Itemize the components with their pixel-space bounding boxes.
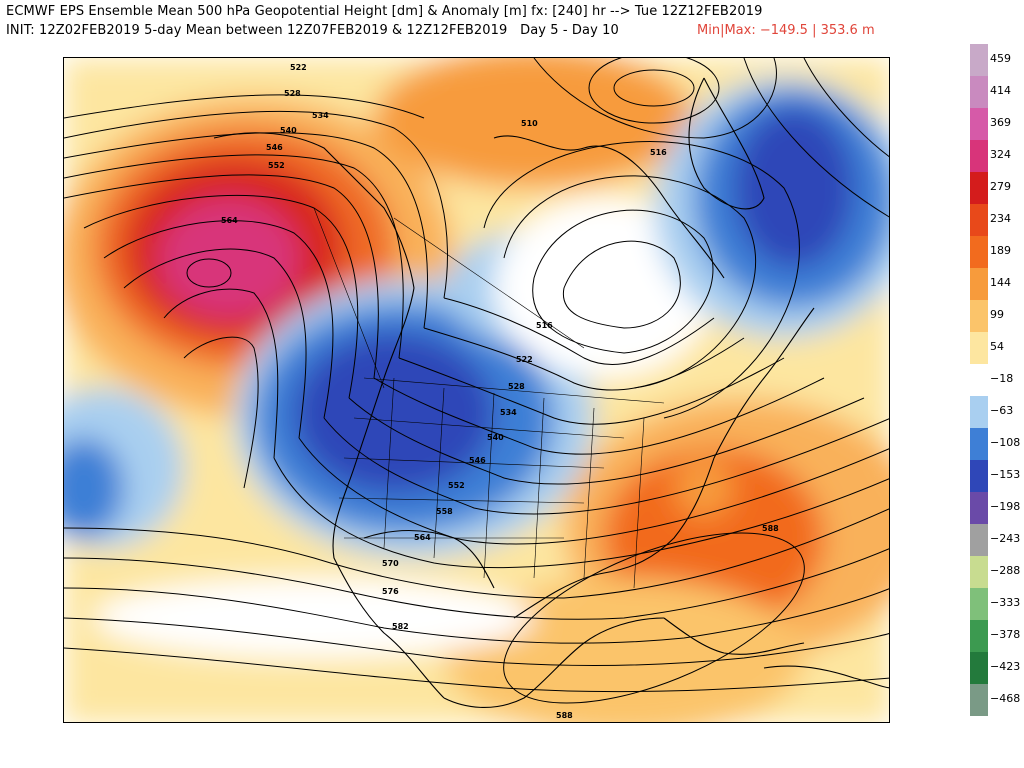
contour-label: 546 <box>266 143 283 152</box>
min-max-readout: Min|Max: −149.5 | 353.6 m <box>697 23 875 38</box>
contour-label: 564 <box>414 533 431 542</box>
colorbar-label: 414 <box>990 84 1011 97</box>
chart-title: ECMWF EPS Ensemble Mean 500 hPa Geopoten… <box>6 4 763 19</box>
contour-label: 576 <box>382 587 399 596</box>
colorbar-swatch <box>970 556 988 588</box>
contour-label: 582 <box>392 622 409 631</box>
anomaly-shading <box>64 58 889 722</box>
contour-label: 546 <box>469 456 486 465</box>
contour-label: 522 <box>290 63 307 72</box>
colorbar-swatch <box>970 524 988 556</box>
colorbar-label: 234 <box>990 212 1011 225</box>
contour-label: 528 <box>284 89 301 98</box>
colorbar-swatch <box>970 236 988 268</box>
colorbar-label: −153 <box>990 468 1021 481</box>
chart-subtitle: INIT: 12Z02FEB2019 5-day Mean between 12… <box>6 23 619 38</box>
colorbar-label: −288 <box>990 564 1021 577</box>
colorbar-label: −18 <box>990 372 1014 385</box>
colorbar-swatch <box>970 588 988 620</box>
colorbar-label: 369 <box>990 116 1011 129</box>
colorbar-swatch <box>970 332 988 364</box>
contour-label: 522 <box>516 355 533 364</box>
height-contours <box>64 58 889 704</box>
colorbar: 459 414 369 324 279 234 189 144 99 54 −18 −63 −108 −1… <box>968 44 1024 724</box>
colorbar-swatch <box>970 140 988 172</box>
colorbar-label: −423 <box>990 660 1021 673</box>
map-panel: 522 528 534 540 546 552 564 510 516 516 … <box>63 57 890 723</box>
colorbar-swatch <box>970 492 988 524</box>
contour-label: 516 <box>650 148 667 157</box>
colorbar-label: 459 <box>990 52 1011 65</box>
colorbar-label: −243 <box>990 532 1021 545</box>
colorbar-label: 144 <box>990 276 1011 289</box>
contour-label: 534 <box>500 408 517 417</box>
state-borders <box>313 207 665 589</box>
colorbar-label: 189 <box>990 244 1011 257</box>
colorbar-swatch <box>970 620 988 652</box>
contour-label: 552 <box>448 481 465 490</box>
contour-label: 552 <box>268 161 285 170</box>
colorbar-label: −333 <box>990 596 1021 609</box>
colorbar-swatch <box>970 364 988 396</box>
contour-label: 540 <box>280 126 297 135</box>
contour-label: 528 <box>508 382 525 391</box>
colorbar-swatch <box>970 300 988 332</box>
colorbar-label: −198 <box>990 500 1021 513</box>
contour-label: 588 <box>556 711 573 720</box>
colorbar-label: 54 <box>990 340 1004 353</box>
colorbar-label: −63 <box>990 404 1014 417</box>
contour-label: 534 <box>312 111 329 120</box>
colorbar-swatch <box>970 396 988 428</box>
contour-label: 516 <box>536 321 553 330</box>
colorbar-swatch <box>970 76 988 108</box>
colorbar-label: −468 <box>990 692 1021 705</box>
colorbar-label: 279 <box>990 180 1011 193</box>
colorbar-swatch <box>970 460 988 492</box>
colorbar-swatch <box>970 204 988 236</box>
contour-label: 510 <box>521 119 538 128</box>
colorbar-swatch <box>970 652 988 684</box>
colorbar-swatch <box>970 44 988 76</box>
colorbar-swatch <box>970 172 988 204</box>
colorbar-swatch <box>970 268 988 300</box>
colorbar-label: −378 <box>990 628 1021 641</box>
colorbar-swatch <box>970 684 988 716</box>
colorbar-label: 99 <box>990 308 1004 321</box>
colorbar-label: −108 <box>990 436 1021 449</box>
colorbar-swatch <box>970 428 988 460</box>
contour-label: 564 <box>221 216 238 225</box>
contour-label-group: 522 528 534 540 546 552 564 510 516 516 … <box>221 63 779 720</box>
contour-label: 570 <box>382 559 399 568</box>
contour-label: 540 <box>487 433 504 442</box>
anomaly-map: 522 528 534 540 546 552 564 510 516 516 … <box>64 58 889 722</box>
contour-label: 588 <box>762 524 779 533</box>
contour-label: 558 <box>436 507 453 516</box>
colorbar-label: 324 <box>990 148 1011 161</box>
colorbar-swatch <box>970 108 988 140</box>
